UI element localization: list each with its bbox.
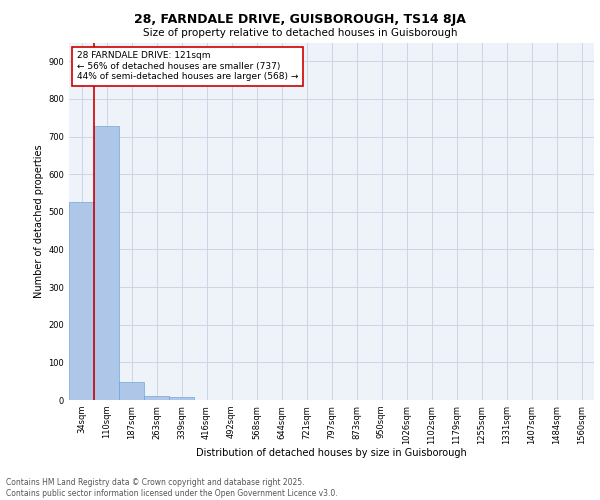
X-axis label: Distribution of detached houses by size in Guisborough: Distribution of detached houses by size … [196,448,467,458]
Y-axis label: Number of detached properties: Number of detached properties [34,144,44,298]
Text: 28, FARNDALE DRIVE, GUISBOROUGH, TS14 8JA: 28, FARNDALE DRIVE, GUISBOROUGH, TS14 8J… [134,12,466,26]
Bar [144,396,169,400]
Bar [94,126,119,400]
Bar [119,382,144,400]
Text: 28 FARNDALE DRIVE: 121sqm
← 56% of detached houses are smaller (737)
44% of semi: 28 FARNDALE DRIVE: 121sqm ← 56% of detac… [77,52,298,81]
Text: Size of property relative to detached houses in Guisborough: Size of property relative to detached ho… [143,28,457,38]
Bar [169,398,194,400]
Text: Contains HM Land Registry data © Crown copyright and database right 2025.
Contai: Contains HM Land Registry data © Crown c… [6,478,338,498]
Bar [69,202,94,400]
